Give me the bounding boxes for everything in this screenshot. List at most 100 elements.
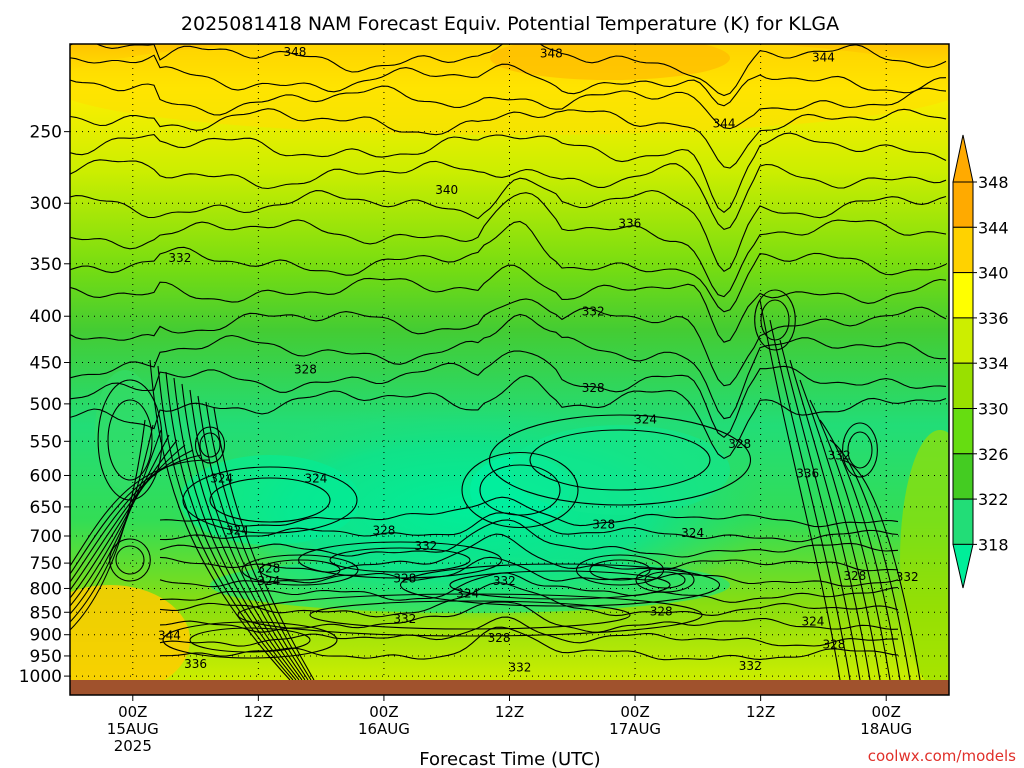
contour-line [149,359,291,680]
contour-label: 328 [728,437,751,451]
contour-label: 332 [896,570,919,584]
contour-label: 348 [540,47,563,61]
core-right [510,425,730,515]
west-warm-plume [70,585,190,680]
x-tick-label: 00Z [118,703,147,721]
colorbar-segment [952,362,974,410]
contour-label: 328 [294,362,317,376]
contour-line [70,459,210,567]
colorbar-label: 344 [978,218,1009,237]
colorbar-segment [952,498,974,545]
contour-label-text: 332 [414,539,437,553]
x-tick-label: 18AUG [860,720,912,738]
contour-line [70,313,946,420]
y-tick-label: 650 [30,498,62,518]
contour-line [205,401,312,680]
contour-label-text: 340 [435,183,458,197]
colorbar-label: 318 [978,535,1009,554]
contour-label: 336 [184,657,207,671]
contour-label: 336 [618,217,641,231]
contour-label-text: 328 [650,604,673,618]
contour-line [181,383,303,680]
contour-label-text: 348 [540,47,563,61]
contour-label-text: 332 [493,574,516,588]
contour-line [159,512,899,543]
y-tick-label: 400 [30,307,62,327]
contour-line [157,365,294,680]
contour-line [70,44,947,97]
contour-label: 332 [509,660,532,674]
contour-cell [449,570,671,600]
contour-line [829,439,911,680]
y-tick-label: 900 [30,626,62,646]
contour-label: 344 [713,117,736,131]
contour-line [839,459,921,680]
contour-label: 328 [257,561,280,575]
contour-label: 324 [456,586,479,600]
contour-label-text: 348 [284,45,307,59]
contour-label-text: 328 [393,572,416,586]
contour-line [159,533,899,573]
x-tick-label: 17AUG [609,720,661,738]
contour-cell [189,627,311,653]
y-tick-label: 700 [30,527,62,547]
x-tick-label: 12Z [244,703,273,721]
x-tick-label: 00Z [872,703,901,721]
colorbar-label: 322 [978,490,1009,509]
colorbar-segment [952,272,974,319]
contour-cell [461,451,579,529]
contour-line [70,264,947,343]
contour-line [70,429,162,615]
contour-line [779,339,861,680]
x-tick-label: 2025 [114,737,152,755]
contour-cell [209,477,331,523]
contour-line [70,298,947,387]
y-tick-label: 850 [30,603,62,623]
contour-label: 324 [304,472,327,486]
y-tick-label: 450 [30,353,62,373]
plot-area: 348 348 344 344 340 336 332 332 328 328 324 324 324 3… [69,43,950,696]
contour-label-text: 328 [728,437,751,451]
contour-label: 340 [435,183,458,197]
contour-label: 324 [210,472,233,486]
contour-line [70,434,170,607]
contour-line [70,439,178,599]
y-tick-label: 1000 [19,667,62,687]
contour-lines [70,44,947,680]
x-axis-label: Forecast Time (UTC) [419,749,600,768]
contour-cell [488,414,752,506]
contour-line [819,419,901,680]
contour-line [159,496,899,528]
contour-label: 332 [393,612,416,626]
contour-label-text: 344 [713,117,736,131]
contour-line [159,601,899,633]
contour-label-text: 324 [304,472,327,486]
contour-label-text: 324 [210,472,233,486]
y-tick-label: 800 [30,579,62,599]
colorbar: 348 344 340 336 334 330 326 322 318 [952,134,1009,589]
contour-label-text: 328 [843,569,866,583]
contour-line [70,54,947,107]
upper-yellow-band [70,44,949,135]
contour-line [173,377,300,680]
east-warm-plume [900,430,949,680]
contour-cell [241,554,359,586]
contour-label-text: 332 [168,251,191,265]
contour-label-text: 324 [456,586,479,600]
contour-cell [97,379,163,501]
contour-cell [399,563,721,607]
contour-line [197,395,309,680]
contour-line [70,454,202,575]
contour-cell [760,299,790,341]
ground [70,680,949,695]
contour-label-text: 332 [739,659,762,673]
contour-line [70,177,947,272]
contour-line [159,616,899,647]
colorbar-label: 340 [978,264,1009,283]
contour-line [159,582,899,618]
contour-line [70,444,186,591]
west-cold-tongue [95,370,155,490]
contour-label-text: 344 [158,629,181,643]
